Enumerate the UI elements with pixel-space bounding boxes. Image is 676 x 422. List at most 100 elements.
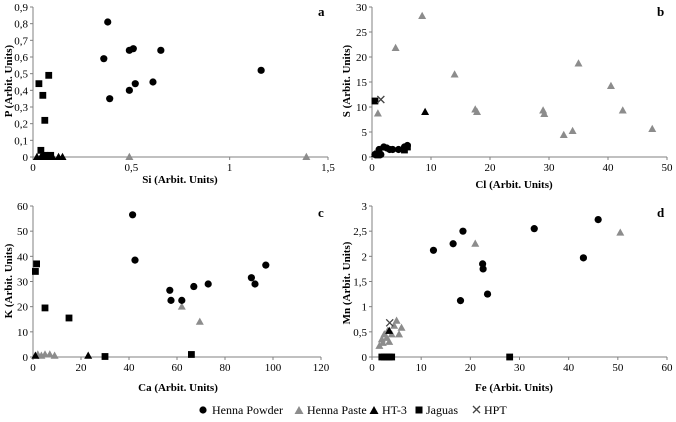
- plot-area-d: 00,511,522,530 10 20 30 40 50 60: [353, 201, 673, 374]
- plot-area-c: 0 10 20 30 40 50 60 0 20 40 60 80 100 120: [17, 201, 330, 374]
- data-point-henna-powder: [167, 296, 175, 304]
- panel-a: a Si (Arbit. Units) P (Arbit. Units) 0 0,…: [3, 2, 335, 186]
- data-point-henna-powder: [129, 211, 137, 219]
- legend-item-ht3: HT-3: [369, 403, 407, 417]
- data-point-jaguas: [388, 353, 396, 361]
- data-point-henna-powder: [579, 254, 588, 262]
- triangle-icon: [294, 406, 304, 414]
- data-point-ht-3: [31, 351, 40, 359]
- data-point-henna-paste: [391, 43, 400, 51]
- data-point-henna-powder: [204, 280, 212, 288]
- data-point-henna-paste: [616, 228, 625, 236]
- data-point-henna-paste: [45, 350, 54, 358]
- x-tick-label: 10: [416, 362, 428, 374]
- panel-label-b: b: [657, 4, 664, 19]
- data-point-jaguas: [41, 151, 49, 159]
- data-point-henna-paste: [450, 70, 459, 78]
- data-point-henna-powder: [178, 296, 186, 304]
- legend-label-jaguas: Jaguas: [426, 403, 458, 417]
- data-point-ht-3: [58, 152, 67, 160]
- data-point-henna-paste: [392, 316, 401, 324]
- data-point-henna-powder: [129, 45, 137, 53]
- legend-label-henna-paste: Henna Paste: [307, 403, 367, 417]
- y-tick-label: 1: [362, 302, 368, 314]
- data-point-henna-powder: [530, 225, 538, 233]
- y-tick-label: 0: [362, 152, 368, 164]
- data-point-jaguas: [371, 97, 379, 105]
- x-tick-label: 0: [30, 362, 36, 374]
- data-point-henna-powder: [403, 141, 411, 150]
- data-point-ht-3: [385, 326, 394, 334]
- y-tick-label: 20: [356, 52, 368, 64]
- data-point-henna-powder: [251, 280, 259, 288]
- y-tick-label: 0,3: [14, 102, 28, 114]
- panel-c: c Ca (Arbit. Units) K (Arbit. Units) 0 10…: [3, 201, 330, 394]
- data-point-henna-paste: [574, 59, 583, 67]
- circle-icon: [199, 406, 207, 414]
- x-tick-label: 0: [369, 162, 375, 174]
- data-point-jaguas: [45, 71, 53, 79]
- triangle-icon: [369, 406, 379, 414]
- y-axis-label-d: Mn (Arbit. Units): [341, 241, 353, 324]
- data-point-henna-powder: [100, 55, 108, 63]
- legend-label-hpt: HPT: [484, 403, 507, 417]
- data-point-jaguas: [32, 268, 39, 275]
- y-axis-label-c: K (Arbit. Units): [3, 243, 15, 318]
- y-tick-label: 0,5: [14, 69, 28, 81]
- data-point-henna-powder: [106, 95, 114, 103]
- y-tick-label: 20: [17, 302, 29, 314]
- y-tick-label: 0,5: [353, 327, 367, 339]
- y-tick-label: 0,8: [14, 19, 28, 31]
- y-tick-label: 10: [17, 327, 29, 339]
- y-tick-label: 60: [17, 201, 29, 213]
- y-tick-label: 40: [17, 251, 29, 263]
- data-point-henna-powder: [262, 261, 270, 269]
- data-point-henna-paste: [559, 130, 568, 138]
- data-point-henna-paste: [397, 323, 406, 331]
- data-point-jaguas: [506, 353, 514, 361]
- data-point-henna-paste: [606, 81, 615, 89]
- x-tick-label: 120: [313, 362, 330, 374]
- x-tick-label: 80: [220, 362, 232, 374]
- plot-area-a: 0 0,1 0,2 0,3 0,4 0,5 0,6 0,7 0,8 0,9 0 0,5 1 1,5: [14, 2, 335, 174]
- y-tick-label: 0,7: [14, 35, 28, 47]
- x-tick-label: 40: [563, 362, 575, 374]
- x-axis-label-b: Cl (Arbit. Units): [475, 179, 553, 191]
- data-point-henna-powder: [247, 274, 255, 282]
- data-point-jaguas: [41, 116, 49, 124]
- data-point-henna-paste: [471, 239, 480, 247]
- data-point-henna-powder: [125, 86, 133, 94]
- y-tick-label: 1,5: [353, 277, 367, 289]
- x-tick-label: 20: [485, 162, 497, 174]
- y-axis-label-a: P (Arbit. Units): [3, 44, 15, 117]
- x-tick-label: 100: [265, 362, 282, 374]
- x-tick-label: 40: [124, 362, 136, 374]
- x-tick-label: 10: [426, 162, 438, 174]
- x-axis-label-d: Fe (Arbit. Units): [475, 382, 553, 394]
- x-tick-label: 30: [544, 162, 556, 174]
- data-point-henna-paste: [177, 302, 186, 310]
- panel-d: d Fe (Arbit. Units) Mn (Arbit. Units) 00…: [341, 201, 673, 394]
- data-point-ht-3: [421, 107, 430, 115]
- data-point-henna-paste: [418, 11, 427, 19]
- y-tick-label: 50: [17, 226, 29, 238]
- data-point-henna-powder: [459, 227, 467, 235]
- y-tick-label: 2: [362, 251, 368, 263]
- data-point-henna-paste: [648, 124, 657, 132]
- data-point-ht-3: [84, 351, 93, 359]
- data-point-henna-powder: [479, 265, 487, 273]
- x-axis-label-c: Ca (Arbit. Units): [138, 382, 218, 394]
- y-tick-label: 0,4: [14, 85, 28, 97]
- y-tick-label: 0,2: [14, 119, 28, 131]
- x-tick-label: 20: [76, 362, 88, 374]
- x-tick-label: 1,5: [321, 162, 335, 174]
- x-tick-label: 40: [603, 162, 615, 174]
- y-tick-label: 10: [356, 102, 368, 114]
- x-tick-label: 30: [514, 362, 526, 374]
- panel-b: b Cl (Arbit. Units) S (Arbit. Units) 0 5 1…: [341, 2, 673, 191]
- y-tick-label: 25: [356, 27, 368, 39]
- data-point-jaguas: [101, 353, 109, 360]
- legend-item-jaguas: Jaguas: [415, 403, 458, 417]
- data-point-henna-paste: [540, 109, 549, 117]
